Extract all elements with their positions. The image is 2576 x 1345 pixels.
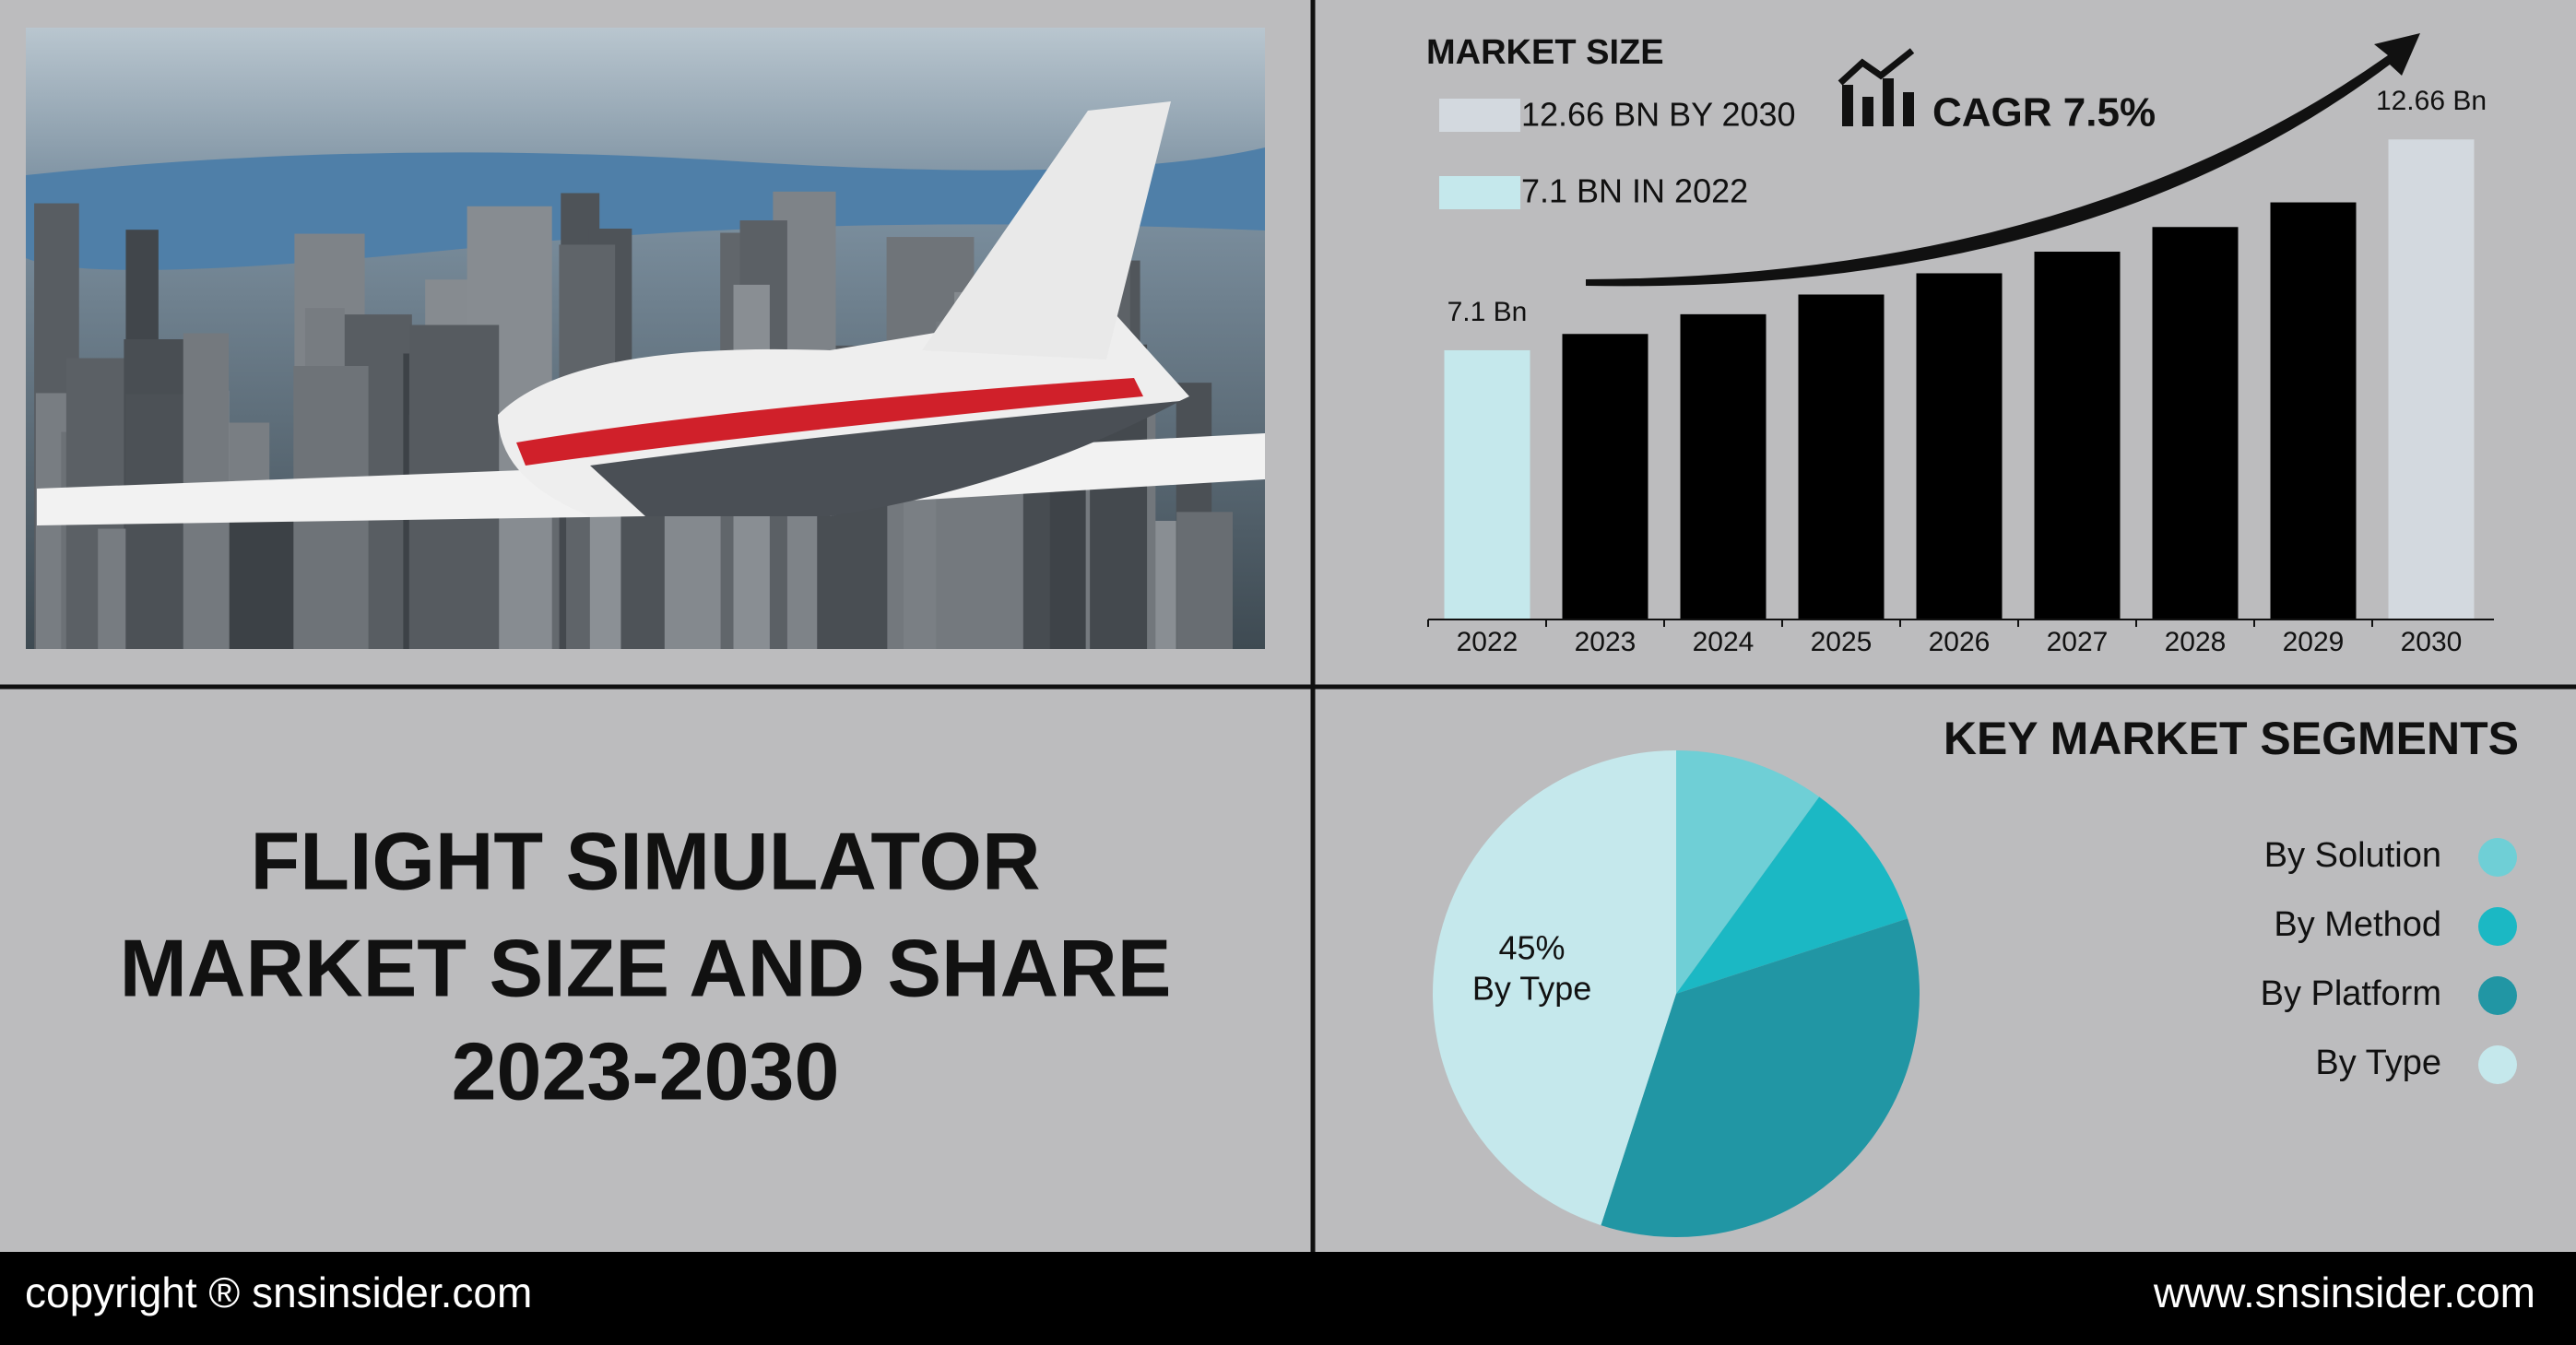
bar (1444, 349, 1530, 619)
website: www.snsinsider.com (2153, 1268, 2535, 1316)
bar (2152, 227, 2239, 619)
legend-label: By Solution (2264, 836, 2441, 875)
legend-swatch (1439, 99, 1520, 132)
x-tick-label: 2027 (2047, 627, 2109, 657)
pie-slice (1432, 750, 1676, 1226)
photo (26, 28, 1265, 650)
photo-stripe (516, 378, 1143, 466)
legend-marker (2478, 976, 2517, 1015)
value-label: 12.66 Bn (2376, 86, 2487, 116)
icon-bar (1842, 85, 1853, 126)
x-tick-label: 2025 (1811, 627, 1873, 657)
photo-tail (922, 101, 1171, 360)
icon-bar (1903, 92, 1914, 126)
pie-slice (1601, 918, 1920, 1237)
legend-marker (2478, 1045, 2517, 1084)
copyright: copyright ® snsinsider.com (25, 1268, 532, 1316)
legend-marker (2478, 838, 2517, 877)
x-tick-label: 2028 (2165, 627, 2227, 657)
x-tick-label: 2023 (1575, 627, 1637, 657)
bar (1916, 273, 2003, 619)
photo-building (1176, 512, 1234, 649)
icon-line (1837, 48, 1915, 86)
chart-title: MARKET SIZE (1426, 33, 1664, 72)
icon-bar (1862, 97, 1873, 126)
legend-label: By Type (2315, 1044, 2441, 1082)
x-tick-label: 2022 (1457, 627, 1518, 657)
pie-slice (1676, 750, 1820, 994)
legend-label: By Platform (2261, 974, 2441, 1013)
main-title: MARKET SIZE AND SHARE (120, 922, 1172, 1013)
legend-label: 12.66 BN BY 2030 (1521, 96, 1796, 134)
main-title: 2023-2030 (452, 1025, 840, 1116)
cagr-annotation: CAGR 7.5% (1932, 90, 2156, 136)
bar (1680, 313, 1767, 619)
footer-bar (0, 1252, 2576, 1345)
chart-title: KEY MARKET SEGMENTS (1944, 713, 2519, 764)
slice-label: By Type (1472, 970, 1591, 1008)
legend-swatch (1439, 176, 1520, 209)
bar (1562, 334, 1648, 619)
bar (2388, 139, 2475, 619)
legend-marker (2478, 907, 2517, 946)
value-label: 45% (1499, 929, 1566, 967)
pie-slice (1676, 796, 1908, 994)
cagr-icon (1837, 48, 1915, 126)
growth-arrow (1586, 33, 2420, 287)
photo-belly (590, 401, 1180, 516)
bar (2034, 252, 2121, 619)
bar (1798, 294, 1885, 619)
x-tick-label: 2030 (2401, 627, 2463, 657)
x-tick-label: 2024 (1693, 627, 1755, 657)
x-tick-label: 2026 (1929, 627, 1991, 657)
icon-bar (1883, 78, 1894, 126)
legend-label: By Method (2274, 905, 2441, 944)
value-label: 7.1 Bn (1448, 297, 1528, 327)
legend-label: 7.1 BN IN 2022 (1521, 172, 1748, 210)
x-tick-label: 2029 (2283, 627, 2345, 657)
bar (2270, 202, 2357, 620)
main-title: FLIGHT SIMULATOR (250, 815, 1040, 906)
